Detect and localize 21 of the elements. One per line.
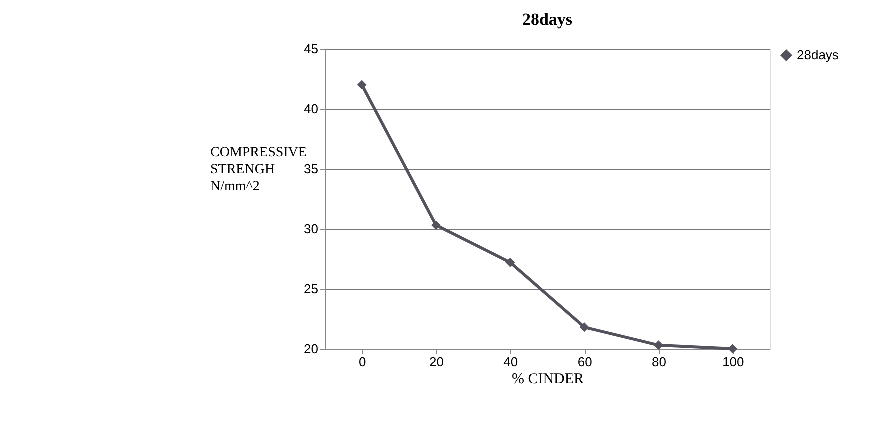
y-tick-label: 45 bbox=[304, 42, 318, 56]
y-tick-label: 30 bbox=[304, 222, 318, 236]
point bbox=[506, 258, 516, 268]
x-axis-title: % CINDER bbox=[512, 372, 584, 388]
x-tick-label: 20 bbox=[430, 354, 444, 370]
y-tick-label: 40 bbox=[304, 102, 318, 116]
x-tick-label: 100 bbox=[722, 354, 744, 370]
legend-label: 28days bbox=[797, 48, 840, 62]
x-tick-label: 0 bbox=[358, 354, 366, 370]
x-tick-label: 60 bbox=[578, 354, 592, 370]
chart-title: 28days bbox=[522, 10, 573, 29]
x-tick-label: 80 bbox=[652, 354, 666, 370]
y-tick-label: 20 bbox=[304, 342, 318, 356]
y-tick-label: 35 bbox=[304, 162, 318, 176]
x-tick-label: 40 bbox=[504, 354, 518, 370]
point bbox=[357, 80, 367, 90]
point bbox=[728, 344, 738, 354]
point bbox=[580, 322, 590, 332]
point bbox=[432, 220, 441, 230]
y-tick-label: 25 bbox=[304, 282, 318, 296]
point bbox=[654, 340, 664, 350]
